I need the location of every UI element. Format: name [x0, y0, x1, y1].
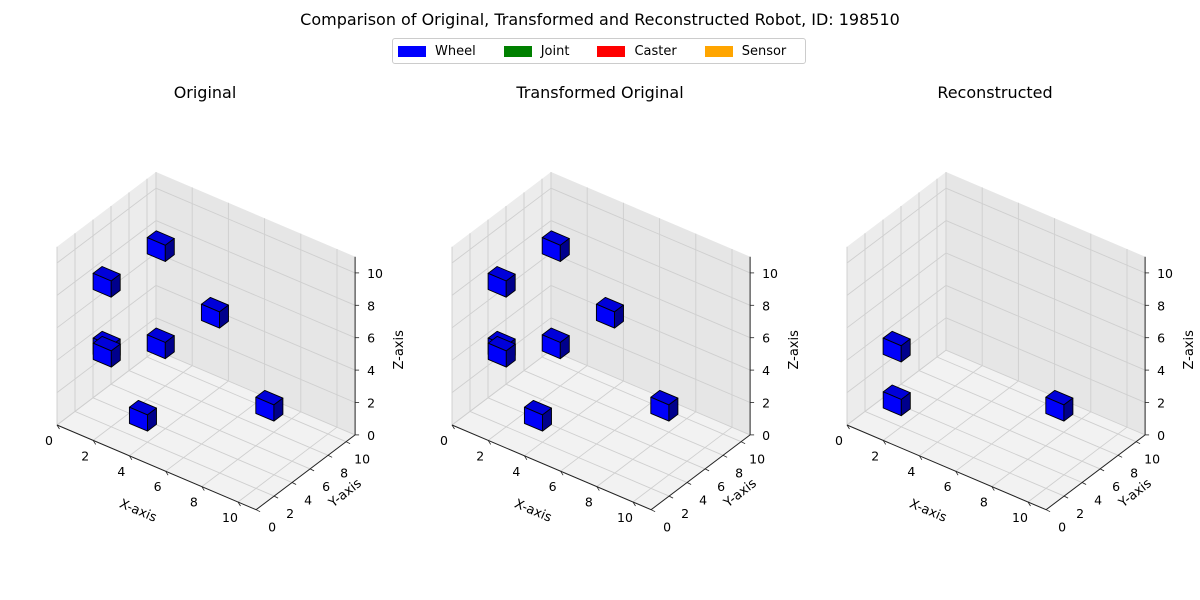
y-tick-label: 6	[1112, 479, 1120, 494]
x-tick-label: 4	[117, 464, 125, 479]
y-tick-label: 10	[354, 452, 370, 467]
x-axis-label: X-axis	[907, 497, 949, 526]
y-tick-mark	[1046, 510, 1050, 512]
legend-item-wheel: Wheel	[398, 44, 476, 59]
z-tick-label: 4	[762, 363, 770, 378]
y-tick-label: 8	[1130, 465, 1138, 480]
y-tick-label: 0	[268, 520, 276, 535]
x-axis-label: X-axis	[117, 497, 159, 526]
z-tick-label: 6	[762, 331, 770, 346]
y-tick-label: 10	[1144, 452, 1160, 467]
legend-label-sensor: Sensor	[742, 44, 787, 59]
z-tick-label: 10	[367, 266, 383, 281]
x-tick-label: 2	[81, 448, 89, 463]
z-tick-label: 2	[1157, 396, 1165, 411]
y-tick-mark	[705, 469, 709, 471]
y-tick-label: 2	[1076, 506, 1084, 521]
y-tick-mark	[1118, 455, 1122, 457]
z-tick-label: 4	[1157, 363, 1165, 378]
subplot-original: Original 0 2 4 6 8 10 0 2 4 6 8 10 0 2 4 6 8 10 X-axis Y-ax…	[5, 70, 405, 590]
x-tick-label: 4	[512, 464, 520, 479]
x-tick-label: 6	[154, 479, 162, 494]
legend-label-joint: Joint	[541, 44, 570, 59]
plot-3d-reconstructed: 024681002468100246810X-axisY-axisZ-axis	[795, 70, 1195, 590]
x-tick-label: 8	[585, 495, 593, 510]
z-tick-label: 8	[1157, 298, 1165, 313]
y-tick-mark	[310, 469, 314, 471]
y-tick-label: 10	[749, 452, 765, 467]
x-tick-label: 0	[835, 433, 843, 448]
y-tick-label: 0	[1058, 520, 1066, 535]
z-tick-label: 6	[1157, 331, 1165, 346]
x-tick-label: 0	[440, 433, 448, 448]
y-tick-mark	[256, 510, 260, 512]
y-tick-mark	[741, 442, 745, 444]
y-tick-mark	[1100, 469, 1104, 471]
legend-swatch-sensor	[705, 46, 733, 57]
y-tick-label: 8	[735, 465, 743, 480]
y-tick-label: 2	[681, 506, 689, 521]
y-tick-mark	[1136, 442, 1140, 444]
y-tick-label: 6	[717, 479, 725, 494]
plot-3d-transformed: 024681002468100246810X-axisY-axisZ-axis	[400, 70, 800, 590]
x-tick-label: 6	[549, 479, 557, 494]
x-tick-label: 6	[944, 479, 952, 494]
legend: Wheel Joint Caster Sensor	[392, 38, 806, 64]
y-tick-label: 4	[304, 493, 312, 508]
y-tick-mark	[651, 510, 655, 512]
x-axis-label: X-axis	[512, 497, 554, 526]
y-tick-mark	[1082, 483, 1086, 485]
legend-item-sensor: Sensor	[705, 44, 787, 59]
z-tick-label: 8	[367, 298, 375, 313]
x-tick-label: 2	[871, 448, 879, 463]
z-tick-label: 2	[367, 396, 375, 411]
x-tick-label: 10	[617, 510, 633, 525]
y-axis-label: Y-axis	[720, 476, 759, 511]
legend-swatch-caster	[597, 46, 625, 57]
y-tick-mark	[346, 442, 350, 444]
legend-swatch-wheel	[398, 46, 426, 57]
x-tick-label: 4	[907, 464, 915, 479]
y-tick-label: 6	[322, 479, 330, 494]
z-tick-label: 8	[762, 298, 770, 313]
z-tick-label: 6	[367, 331, 375, 346]
x-tick-label: 10	[1012, 510, 1028, 525]
y-tick-mark	[687, 483, 691, 485]
y-tick-label: 2	[286, 506, 294, 521]
subplot-transformed-original: Transformed Original 0 2 4 6 8 10 0 2 4 6 8 10 0 2 4 6 8…	[400, 70, 800, 590]
y-axis-label: Y-axis	[325, 476, 364, 511]
z-tick-label: 4	[367, 363, 375, 378]
y-tick-mark	[723, 455, 727, 457]
z-tick-label: 0	[762, 428, 770, 443]
legend-label-wheel: Wheel	[435, 44, 476, 59]
plot-3d-original: 024681002468100246810X-axisY-axisZ-axis	[5, 70, 405, 590]
y-axis-label: Y-axis	[1115, 476, 1154, 511]
x-tick-label: 10	[222, 510, 238, 525]
z-tick-label: 0	[1157, 428, 1165, 443]
z-tick-label: 0	[367, 428, 375, 443]
y-tick-label: 4	[1094, 493, 1102, 508]
figure-title: Comparison of Original, Transformed and …	[0, 10, 1200, 29]
legend-item-joint: Joint	[504, 44, 570, 59]
y-tick-mark	[1064, 496, 1068, 498]
x-tick-label: 8	[980, 495, 988, 510]
legend-label-caster: Caster	[634, 44, 676, 59]
legend-swatch-joint	[504, 46, 532, 57]
y-tick-mark	[292, 483, 296, 485]
z-tick-label: 2	[762, 396, 770, 411]
z-axis-label: Z-axis	[1182, 330, 1195, 370]
y-tick-label: 8	[340, 465, 348, 480]
y-tick-mark	[274, 496, 278, 498]
y-tick-mark	[328, 455, 332, 457]
y-tick-mark	[669, 496, 673, 498]
z-tick-label: 10	[1157, 266, 1173, 281]
x-tick-label: 8	[190, 495, 198, 510]
y-tick-label: 4	[699, 493, 707, 508]
x-tick-label: 2	[476, 448, 484, 463]
y-tick-label: 0	[663, 520, 671, 535]
z-tick-label: 10	[762, 266, 778, 281]
x-tick-label: 0	[45, 433, 53, 448]
legend-item-caster: Caster	[597, 44, 676, 59]
subplot-reconstructed: Reconstructed 0 2 4 6 8 10 0 2 4 6 8 10 0 2 4 6 8 10 X-axi…	[795, 70, 1195, 590]
